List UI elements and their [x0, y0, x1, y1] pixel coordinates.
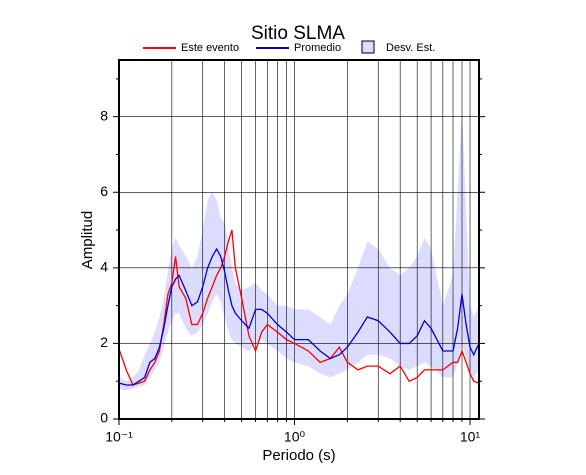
series-line: [118, 229, 480, 386]
y-tick-label: 0: [100, 410, 108, 426]
y-tick-label: 2: [100, 334, 108, 350]
std-band: [119, 109, 479, 391]
chart-title: Sitio SLMA: [251, 23, 345, 44]
y-tick-label: 6: [100, 183, 108, 199]
x-tick-label: 10¹: [460, 429, 481, 445]
y-tick-label: 8: [100, 107, 108, 123]
x-tick-label: 10⁻¹: [105, 429, 133, 445]
x-tick-label: 10⁰: [284, 429, 306, 445]
x-axis-label: Periodo (s): [262, 447, 335, 464]
legend-swatch: [361, 40, 375, 54]
legend-label: Desv. Est.: [386, 42, 435, 54]
legend-label: Este evento: [181, 42, 239, 54]
series-line: [118, 247, 480, 386]
legend-label: Promedio: [294, 42, 341, 54]
y-axis-label: Amplitud: [79, 211, 96, 269]
y-tick-label: 4: [100, 259, 108, 275]
plot-frame: [118, 59, 480, 420]
